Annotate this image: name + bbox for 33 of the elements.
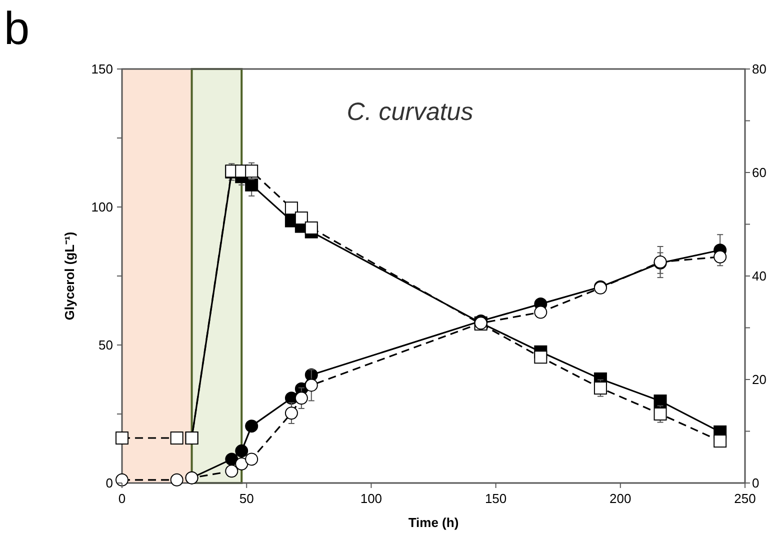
y2-tick-label: 60	[752, 165, 766, 180]
y-tick-label: 150	[91, 62, 113, 76]
annotation: C. curvatus	[346, 98, 474, 126]
y-tick-label: 50	[98, 338, 113, 352]
point	[225, 464, 238, 478]
x-axis-title: Time (h)	[408, 515, 459, 530]
x-tick-label: 100	[360, 491, 382, 506]
x-tick-label: 200	[610, 491, 632, 506]
y-tick-label: 0	[106, 476, 113, 490]
point	[170, 473, 184, 486]
x-tick-label: 50	[239, 491, 254, 506]
y-tick-label: 100	[91, 200, 113, 214]
point	[245, 420, 258, 433]
point	[654, 394, 667, 408]
point	[235, 444, 248, 458]
y-axis-title: Glycerol (gL⁻¹)	[62, 232, 77, 320]
point	[594, 382, 607, 395]
point	[170, 432, 184, 445]
point	[116, 473, 128, 486]
point	[245, 178, 258, 192]
x-tick-label: 150	[484, 491, 507, 506]
text: b	[4, 2, 30, 54]
x-tick-label: 250	[734, 491, 756, 506]
point	[116, 432, 128, 445]
point	[225, 452, 238, 466]
y2-tick-label: 20	[752, 372, 766, 387]
point	[534, 350, 548, 364]
y2-tick-label: 0	[752, 476, 760, 490]
y2-tick-label: 80	[752, 62, 766, 76]
point	[245, 164, 258, 178]
x-tick-label: 0	[118, 491, 126, 506]
point	[304, 221, 318, 234]
y2-tick-label: 40	[752, 268, 766, 284]
